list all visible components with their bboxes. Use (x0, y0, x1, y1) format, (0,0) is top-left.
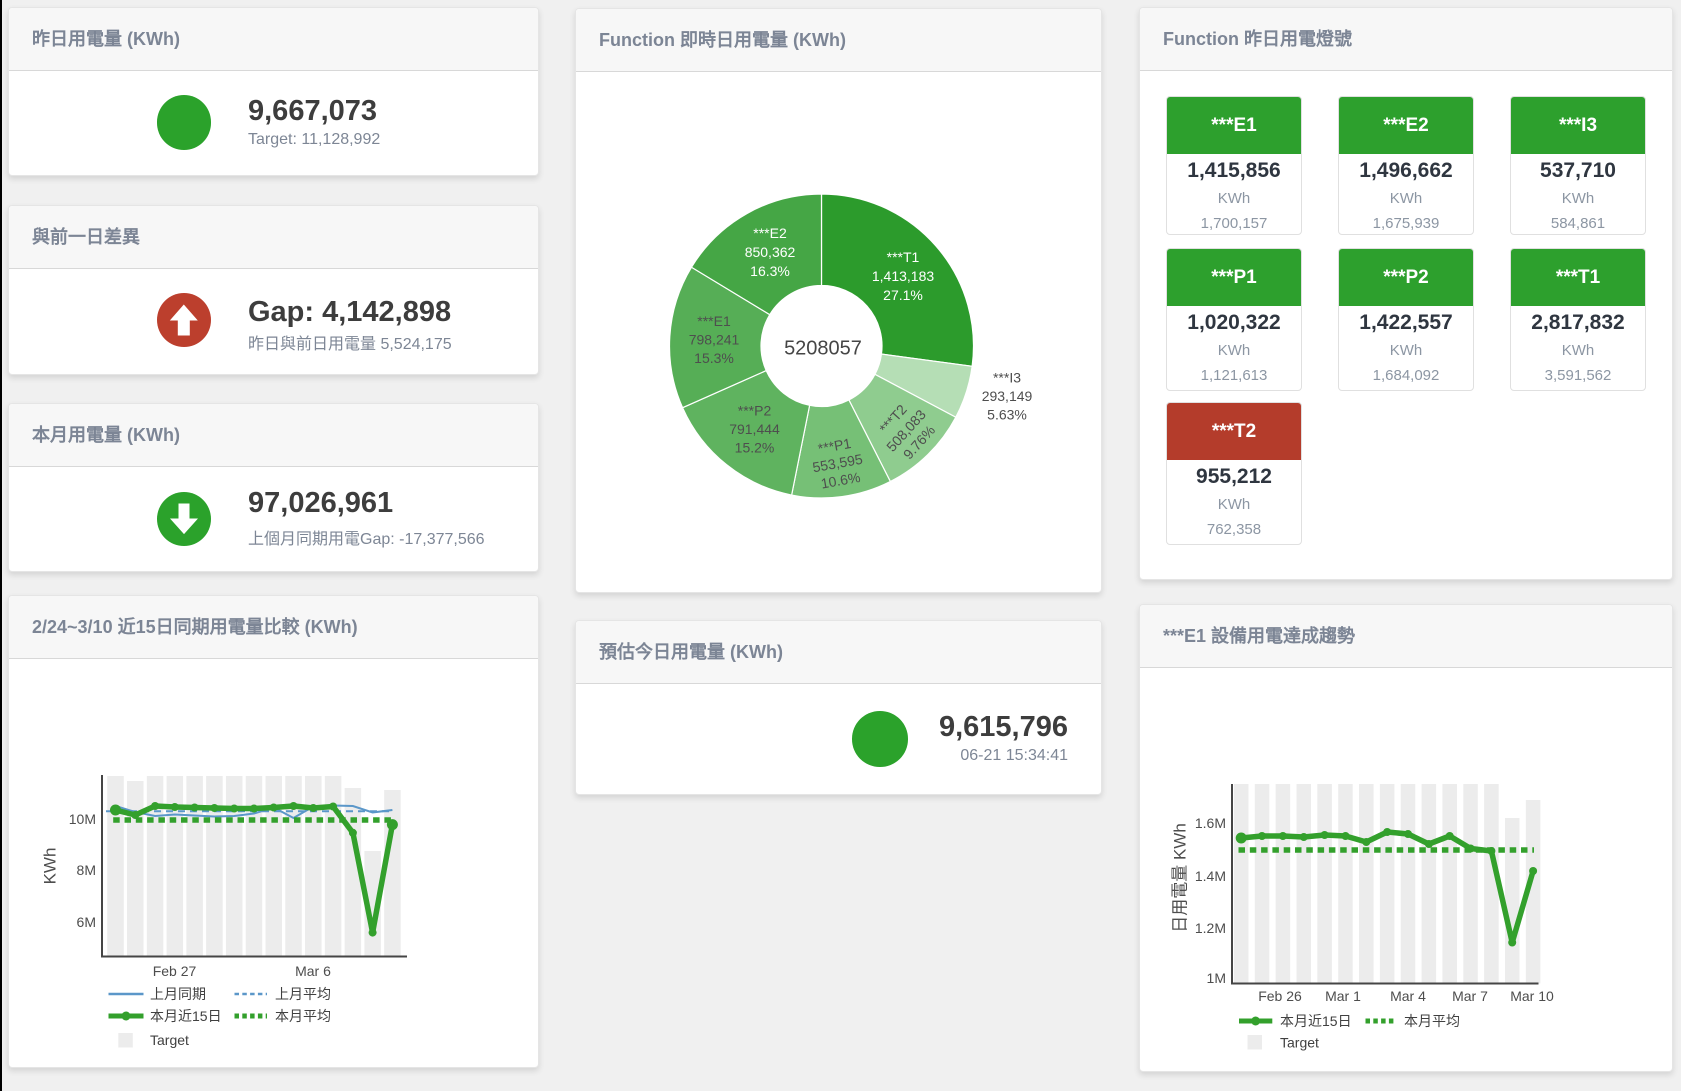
svg-text:1.4M: 1.4M (1195, 868, 1226, 884)
svg-text:上月同期: 上月同期 (150, 986, 206, 1002)
svg-text:日用電量 KWh: 日用電量 KWh (1171, 823, 1190, 933)
svg-text:15.2%: 15.2% (735, 440, 775, 456)
svg-text:Feb 26: Feb 26 (1258, 988, 1302, 1004)
svg-text:***P2: ***P2 (738, 403, 772, 419)
svg-text:***E1: ***E1 (697, 313, 731, 329)
svg-text:Mar 1: Mar 1 (1325, 988, 1361, 1004)
svg-text:8M: 8M (77, 862, 96, 878)
svg-text:Mar 10: Mar 10 (1510, 988, 1554, 1004)
svg-text:Mar 4: Mar 4 (1390, 988, 1426, 1004)
svg-text:本月平均: 本月平均 (1404, 1013, 1460, 1029)
svg-text:上月平均: 上月平均 (275, 986, 331, 1002)
svg-text:293,149: 293,149 (982, 388, 1033, 404)
svg-text:1.6M: 1.6M (1195, 815, 1226, 831)
svg-text:15.3%: 15.3% (694, 350, 734, 366)
svg-text:Target: Target (1280, 1035, 1319, 1051)
svg-text:1,413,183: 1,413,183 (872, 268, 934, 284)
svg-text:791,444: 791,444 (729, 421, 780, 437)
svg-text:5.63%: 5.63% (987, 407, 1027, 423)
svg-text:27.1%: 27.1% (883, 287, 923, 303)
svg-text:本月平均: 本月平均 (275, 1008, 331, 1024)
svg-text:16.3%: 16.3% (750, 263, 790, 279)
svg-text:850,362: 850,362 (745, 244, 796, 260)
svg-text:Mar 7: Mar 7 (1452, 988, 1488, 1004)
svg-text:Target: Target (150, 1032, 189, 1048)
svg-text:KWh: KWh (41, 848, 60, 885)
svg-text:***I3: ***I3 (993, 369, 1021, 385)
svg-text:798,241: 798,241 (689, 332, 740, 348)
svg-text:***E2: ***E2 (753, 225, 787, 241)
svg-text:***P1: ***P1 (817, 435, 853, 457)
svg-text:Feb 27: Feb 27 (153, 963, 197, 979)
svg-text:10.6%: 10.6% (820, 469, 862, 492)
svg-text:本月近15日: 本月近15日 (1280, 1013, 1352, 1029)
svg-text:1M: 1M (1207, 970, 1226, 986)
svg-text:10M: 10M (69, 811, 96, 827)
svg-text:***T1: ***T1 (887, 249, 920, 265)
svg-text:1.2M: 1.2M (1195, 920, 1226, 936)
svg-text:本月近15日: 本月近15日 (150, 1008, 222, 1024)
svg-text:6M: 6M (77, 914, 96, 930)
svg-text:Mar 6: Mar 6 (295, 963, 331, 979)
